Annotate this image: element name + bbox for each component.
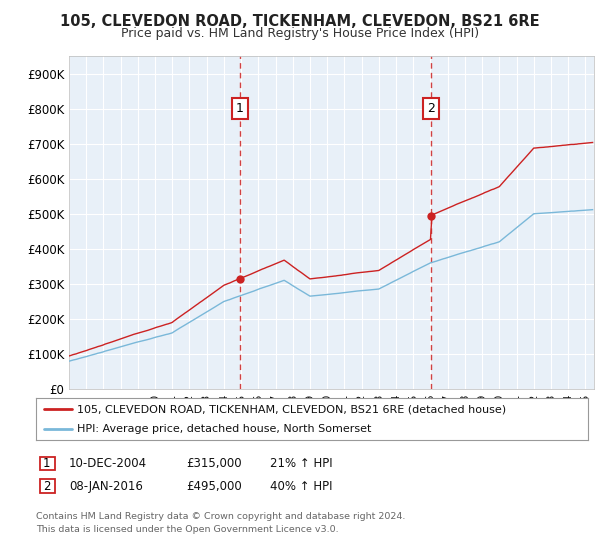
Text: 2: 2 bbox=[43, 479, 50, 493]
Text: 08-JAN-2016: 08-JAN-2016 bbox=[69, 479, 143, 493]
Text: £495,000: £495,000 bbox=[186, 479, 242, 493]
Text: 21% ↑ HPI: 21% ↑ HPI bbox=[270, 457, 332, 470]
Text: Price paid vs. HM Land Registry's House Price Index (HPI): Price paid vs. HM Land Registry's House … bbox=[121, 27, 479, 40]
Text: HPI: Average price, detached house, North Somerset: HPI: Average price, detached house, Nort… bbox=[77, 424, 372, 434]
Text: 40% ↑ HPI: 40% ↑ HPI bbox=[270, 479, 332, 493]
Text: 1: 1 bbox=[236, 102, 244, 115]
Text: 1: 1 bbox=[43, 457, 50, 470]
Text: 105, CLEVEDON ROAD, TICKENHAM, CLEVEDON, BS21 6RE: 105, CLEVEDON ROAD, TICKENHAM, CLEVEDON,… bbox=[60, 14, 540, 29]
Text: £315,000: £315,000 bbox=[186, 457, 242, 470]
Text: 10-DEC-2004: 10-DEC-2004 bbox=[69, 457, 147, 470]
Text: Contains HM Land Registry data © Crown copyright and database right 2024.
This d: Contains HM Land Registry data © Crown c… bbox=[36, 512, 406, 534]
Text: 105, CLEVEDON ROAD, TICKENHAM, CLEVEDON, BS21 6RE (detached house): 105, CLEVEDON ROAD, TICKENHAM, CLEVEDON,… bbox=[77, 404, 506, 414]
Text: 2: 2 bbox=[427, 102, 435, 115]
